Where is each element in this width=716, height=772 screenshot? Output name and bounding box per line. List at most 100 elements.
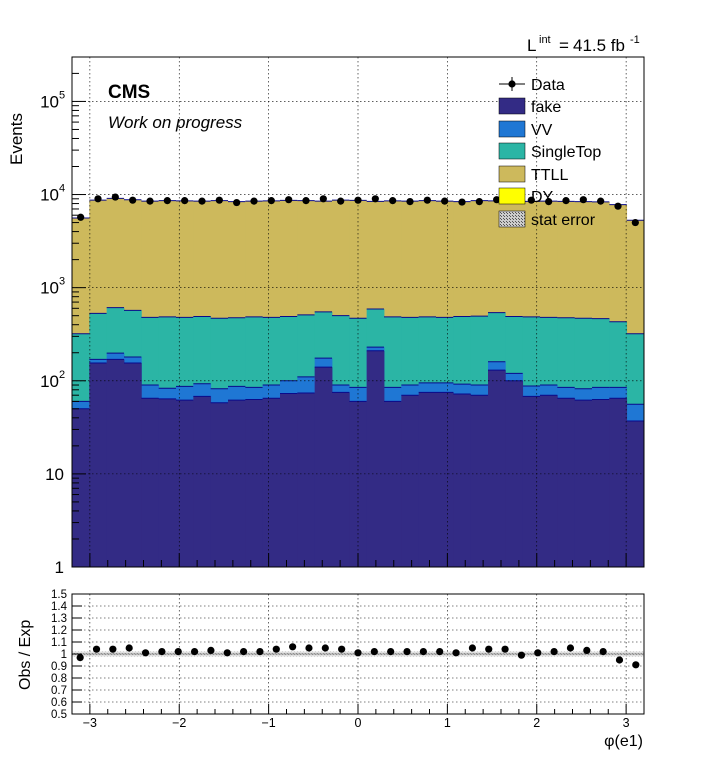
data-point (545, 197, 553, 206)
data-point (94, 195, 102, 203)
bar-fake (245, 399, 264, 567)
ratio-y-tick-label: 1 (61, 649, 67, 661)
ratio-point (599, 648, 607, 656)
ratio-point (174, 648, 182, 656)
cms-label: CMS (108, 82, 150, 103)
ratio-x-axis: −3 −2 −1 0 1 2 3 (71, 704, 645, 730)
bar-fake (488, 370, 506, 567)
bar-fake (193, 396, 212, 567)
data-point (285, 196, 293, 204)
legend-label-stat-error: stat error (531, 212, 596, 229)
ratio-point (583, 646, 591, 655)
x-tick-label: 1 (444, 716, 451, 730)
data-point (354, 196, 362, 204)
ratio-point (256, 648, 264, 656)
bar-fake (626, 420, 645, 567)
data-point (562, 197, 570, 205)
legend-entry-data: Data (499, 77, 565, 94)
ratio-point (109, 645, 117, 653)
legend-label-singletop: SingleTop (531, 144, 601, 161)
ratio-point (207, 646, 215, 655)
data-point (527, 196, 535, 204)
ratio-point (419, 648, 427, 656)
y-tick-exponent: 5 (59, 89, 65, 101)
data-points (77, 193, 639, 227)
data-point (406, 197, 414, 206)
x-tick-label: −2 (172, 716, 186, 730)
ratio-y-axis-label: Obs / Exp (17, 620, 34, 690)
bar-fake (557, 398, 576, 567)
bar-fake (176, 400, 194, 567)
data-point (597, 197, 605, 205)
ratio-point (354, 649, 362, 657)
luminosity-label: L int = 41.5 fb -1 (527, 34, 640, 55)
ratio-point (370, 648, 378, 656)
ratio-point (190, 648, 199, 656)
bar-fake (280, 393, 298, 567)
data-point (423, 196, 431, 204)
ratio-y-tick-label: 0.9 (51, 661, 67, 673)
ratio-point (338, 645, 346, 653)
bar-fake (89, 363, 108, 567)
ratio-point (141, 649, 150, 657)
bar-fake (349, 401, 368, 567)
y-tick-exponent: 4 (59, 183, 65, 195)
lumi-superscript: int (539, 34, 551, 46)
bar-fake (106, 359, 125, 567)
data-point (337, 197, 345, 205)
data-point (181, 197, 189, 205)
ratio-point (534, 649, 542, 657)
data-point (250, 197, 258, 205)
ratio-point (615, 656, 624, 664)
main-x-axis-ticks (71, 553, 645, 567)
bar-fake (141, 398, 160, 567)
bar-fake (72, 408, 90, 567)
y-tick-label: 10 (40, 186, 59, 205)
bar-fake (228, 400, 246, 567)
ratio-panel: 0.50.60.70.80.911.11.21.31.41.5 −3 −2 −1 0 1… (17, 589, 645, 750)
data-point (267, 197, 275, 205)
data-point (233, 198, 241, 207)
ratio-point (305, 644, 313, 652)
x-tick-label: 3 (623, 716, 630, 730)
bar-fake (384, 401, 402, 567)
bar-fake (418, 392, 437, 567)
data-point (371, 195, 379, 203)
y-tick-label: 10 (40, 92, 59, 111)
ratio-point (289, 643, 297, 651)
y-tick-label: 10 (40, 372, 59, 391)
legend-label-dy: DY (531, 189, 554, 206)
ratio-y-tick-label: 1.1 (51, 637, 67, 649)
data-point (302, 197, 310, 205)
ratio-y-tick-label: 1.5 (51, 589, 67, 601)
data-point (631, 218, 639, 227)
legend-entry-fake: fake (498, 97, 561, 116)
ratio-y-tick-label: 1.3 (51, 613, 67, 625)
legend-entry-vv: VV (498, 120, 553, 139)
bar-fake (262, 398, 281, 567)
bar-fake (401, 395, 420, 567)
ratio-y-tick-label: 0.6 (51, 697, 67, 709)
ratio-point (436, 648, 444, 656)
data-point (389, 197, 397, 205)
x-tick-label: −3 (83, 716, 97, 730)
bar-fake (609, 398, 628, 567)
bar-fake (574, 400, 593, 567)
data-point (493, 196, 501, 204)
bar-fake (332, 392, 350, 567)
ratio-points (76, 643, 640, 669)
ratio-y-tick-label: 1.2 (51, 625, 67, 637)
x-tick-label: −1 (261, 716, 275, 730)
ratio-point (125, 644, 133, 652)
legend: Data fake VV SingleTop TTLL DY (498, 77, 601, 229)
legend-entry-dy: DY (498, 187, 554, 206)
legend-entry-ttll: TTLL (498, 165, 568, 184)
y-tick-label: 10 (40, 279, 59, 298)
ratio-point (92, 645, 101, 653)
ratio-point (485, 645, 493, 653)
data-point (614, 202, 622, 210)
data-point (458, 198, 466, 206)
